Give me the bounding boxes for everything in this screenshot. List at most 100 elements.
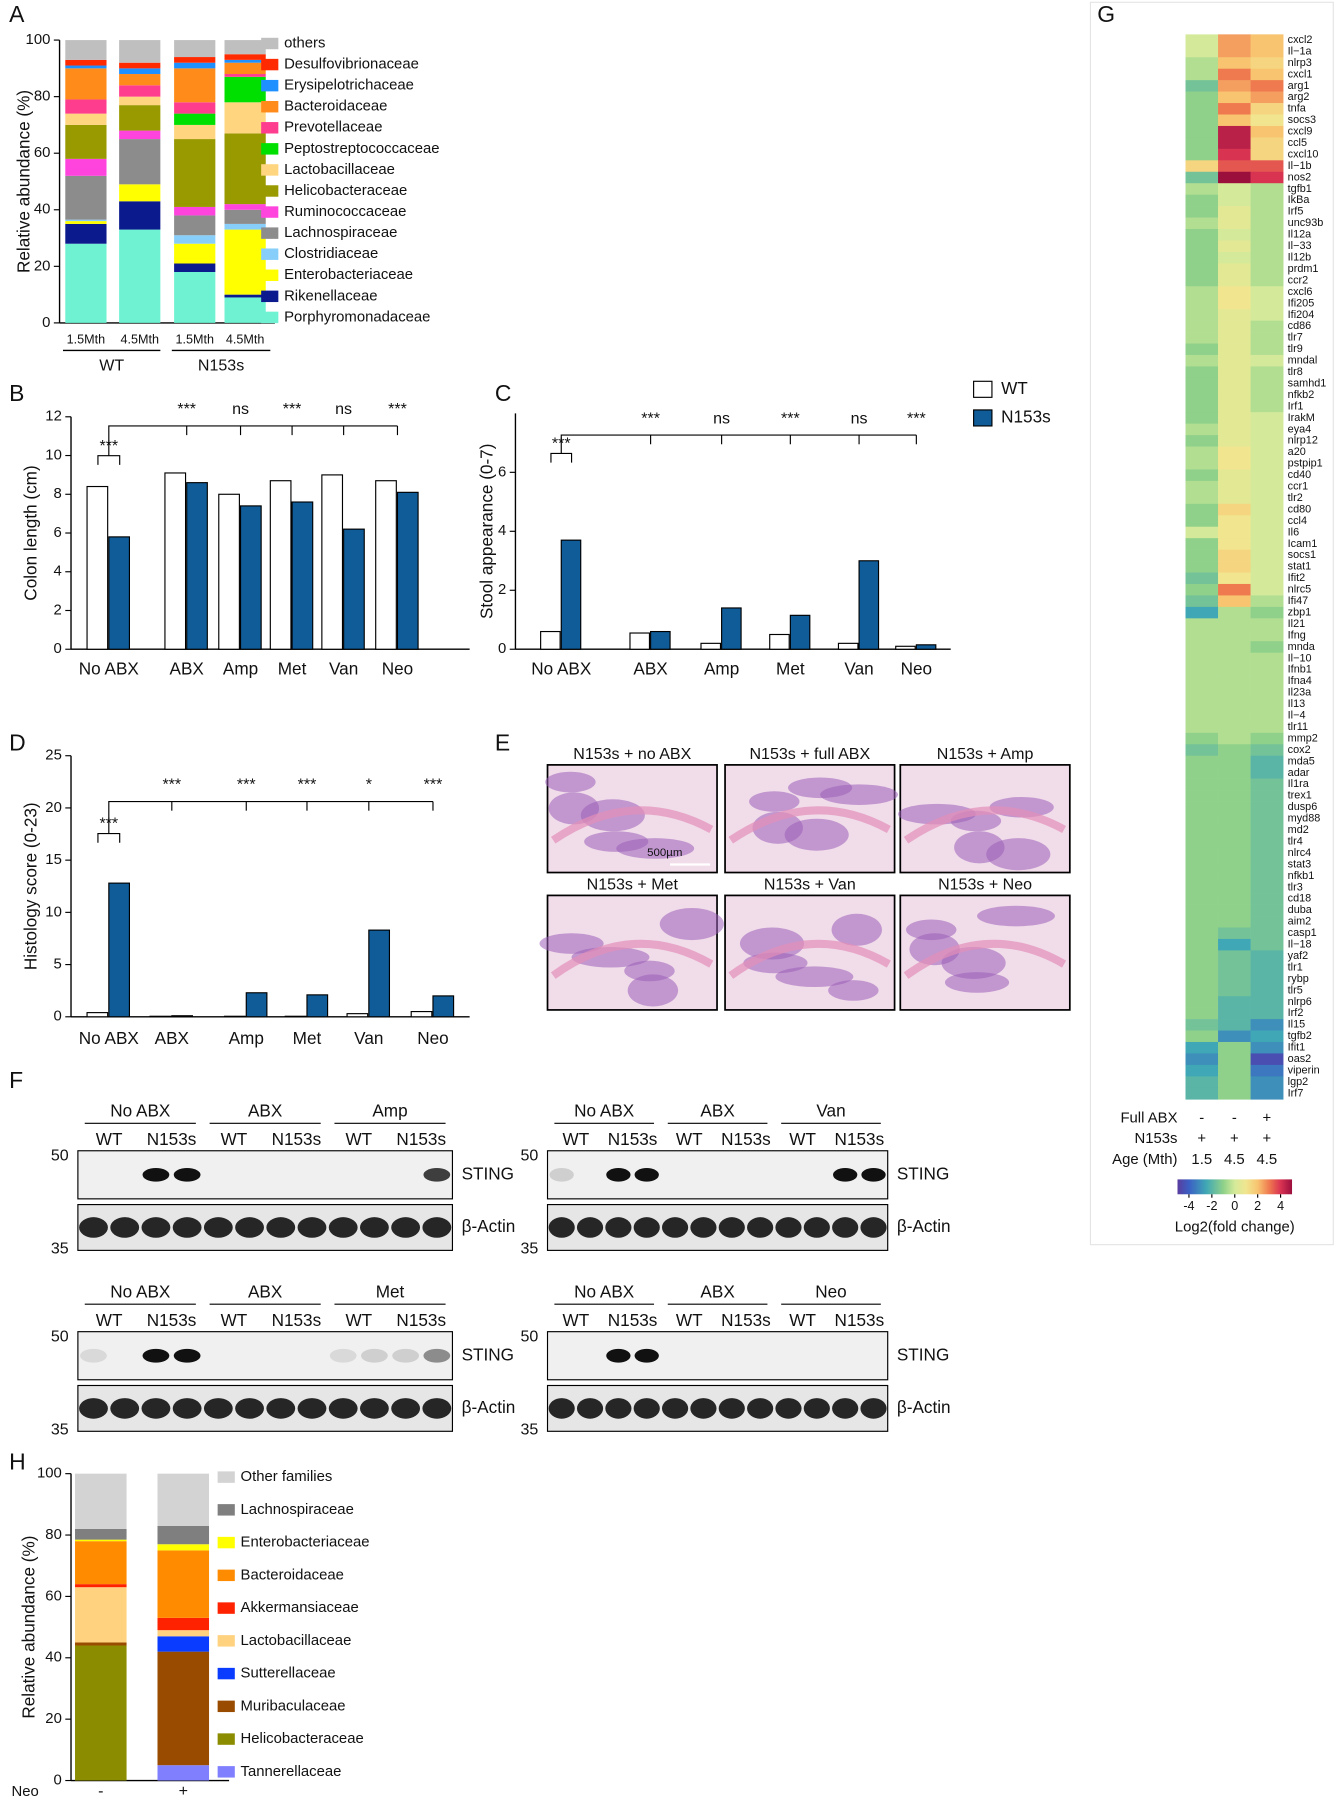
row-label: tlr9	[1288, 343, 1303, 355]
band	[173, 1348, 201, 1363]
lane-label: N153s	[608, 1310, 658, 1330]
heat-cell	[1250, 916, 1284, 928]
bar-segment	[119, 201, 161, 230]
legend-swatch	[217, 1667, 235, 1680]
legend-label: Erysipelotrichaceae	[284, 78, 414, 94]
heat-cell	[1218, 332, 1251, 344]
band	[718, 1398, 745, 1419]
band-label: β-Actin	[462, 1397, 516, 1417]
row-label: adar	[1288, 767, 1310, 779]
legend-swatch	[217, 1602, 235, 1614]
heat-cell	[1218, 297, 1251, 310]
row-label: cxcl10	[1288, 148, 1319, 160]
row-label: Irf2	[1288, 1007, 1304, 1019]
heat-cell	[1185, 790, 1219, 802]
y-axis-label: Relative abundance (%)	[18, 1536, 38, 1719]
legend-swatch	[973, 380, 993, 398]
y-tick-label: 0	[54, 1772, 62, 1788]
heat-cell	[1250, 778, 1284, 791]
band	[110, 1217, 140, 1238]
x-tick-label: 1.5Mth	[67, 332, 105, 346]
heat-cell	[1250, 435, 1284, 447]
heat-cell	[1250, 194, 1284, 207]
heat-cell	[1250, 973, 1284, 986]
heat-cell	[1185, 297, 1219, 310]
bar-segment	[119, 229, 161, 323]
band	[860, 1398, 887, 1419]
heat-cell	[1218, 893, 1251, 905]
x-tick-label: No ABX	[79, 658, 140, 678]
lane-label: N153s	[721, 1310, 771, 1330]
row-label: socs1	[1288, 549, 1316, 561]
heat-cell	[1218, 618, 1251, 631]
bar-segment	[174, 215, 216, 236]
bar-segment	[65, 59, 107, 66]
bar	[86, 1012, 109, 1018]
heat-cell	[1218, 389, 1251, 402]
heat-cell	[1185, 1030, 1219, 1043]
band	[605, 1398, 632, 1419]
bar	[368, 929, 391, 1018]
heat-cell	[1218, 835, 1251, 848]
tissue	[749, 791, 800, 812]
lane-label: N153s	[147, 1129, 197, 1149]
heat-cell	[1218, 183, 1251, 195]
heat-cell	[1185, 549, 1219, 562]
heat-cell	[1185, 480, 1219, 493]
heat-cell	[1250, 538, 1284, 550]
row-label: tgfb2	[1288, 1030, 1312, 1042]
bar-segment	[65, 243, 107, 323]
band	[329, 1348, 357, 1363]
bar-segment	[224, 209, 266, 224]
heat-cell	[1185, 343, 1219, 356]
scale-bar-label: 500µm	[647, 847, 682, 859]
bar-segment	[65, 40, 107, 60]
legend-swatch	[217, 1635, 235, 1647]
bar-segment	[224, 62, 266, 75]
sig-bracket	[108, 425, 398, 456]
legend-swatch	[217, 1504, 235, 1516]
band	[747, 1217, 774, 1238]
band	[235, 1398, 264, 1419]
heat-cell	[1185, 881, 1219, 894]
tissue	[548, 792, 600, 825]
bar-segment	[119, 130, 161, 140]
row-label: Ifng	[1288, 629, 1306, 641]
heat-cell	[1218, 549, 1251, 562]
band	[361, 1348, 388, 1363]
heat-cell	[1250, 229, 1284, 241]
annotation-value: -	[1199, 1111, 1204, 1127]
heat-cell	[1218, 1064, 1251, 1077]
row-label: yaf2	[1288, 950, 1309, 962]
row-label: Ifi205	[1288, 297, 1315, 309]
band	[172, 1217, 202, 1238]
heat-cell	[1250, 446, 1284, 459]
heat-cell	[1250, 125, 1284, 138]
bar-segment	[75, 1642, 127, 1646]
heat-cell	[1185, 916, 1219, 928]
band	[634, 1167, 659, 1182]
heat-cell	[1250, 996, 1284, 1008]
row-label: nlrp3	[1288, 57, 1312, 69]
heat-cell	[1218, 377, 1251, 390]
bar-segment	[174, 68, 216, 103]
heat-cell	[1185, 45, 1219, 58]
heat-cell	[1185, 595, 1219, 608]
image-title: N153s + Neo	[938, 875, 1032, 893]
blot-group: No ABX	[574, 1281, 635, 1301]
row-label: tlr1	[1288, 961, 1303, 973]
tissue	[828, 980, 879, 1001]
tissue	[775, 966, 854, 988]
heat-cell	[1218, 606, 1251, 619]
colorbar	[1177, 1179, 1293, 1195]
blot-group: Amp	[372, 1100, 407, 1120]
band	[360, 1217, 389, 1238]
bar	[343, 528, 365, 650]
heat-cell	[1218, 480, 1251, 493]
heat-cell	[1185, 561, 1219, 573]
band	[690, 1217, 717, 1238]
heat-cell	[1185, 973, 1219, 986]
row-label: tgfb1	[1288, 183, 1312, 195]
row-label: aim2	[1288, 916, 1312, 928]
heat-cell	[1218, 561, 1251, 573]
